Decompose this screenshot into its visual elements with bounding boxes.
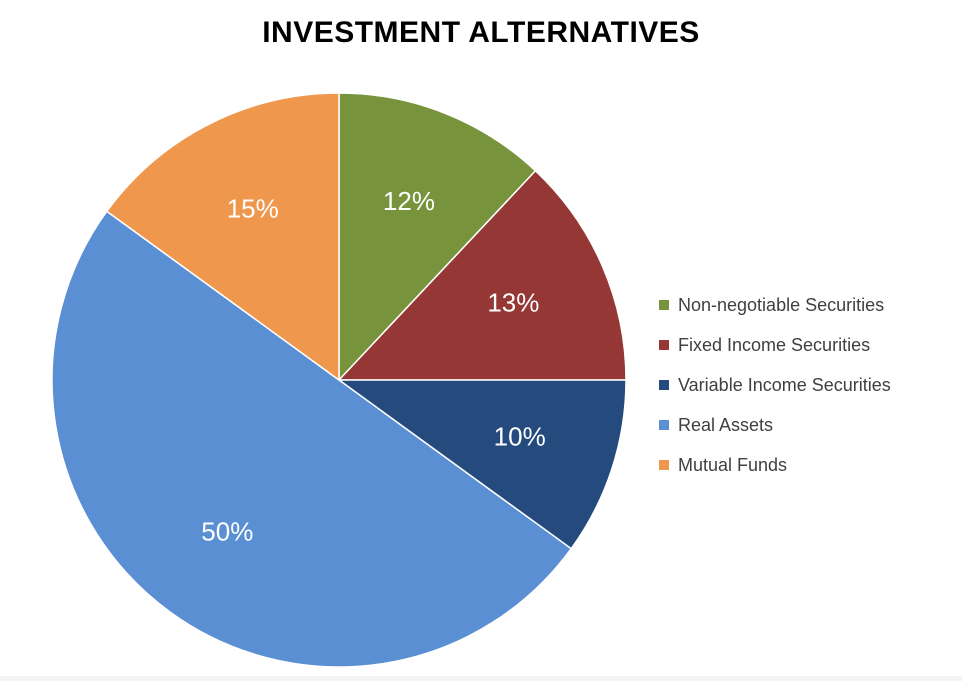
pie-data-labels: 12% 13% 10% 50% 15% [201,186,545,546]
legend-item: Mutual Funds [659,445,891,485]
legend-swatch [659,380,669,390]
legend-label: Variable Income Securities [678,374,891,395]
legend-item: Fixed Income Securities [659,325,891,365]
legend-swatch [659,340,669,350]
legend-label: Real Assets [678,414,774,435]
legend-label: Mutual Funds [678,454,788,475]
chart-title: INVESTMENT ALTERNATIVES [262,16,700,49]
legend-swatch [659,420,669,430]
pie-slice-5 [105,92,340,382]
pie-slices [51,92,627,668]
data-label-3: 10% [494,422,546,452]
data-label-5: 15% [227,194,279,224]
legend-item: Real Assets [659,405,891,445]
legend-item: Variable Income Securities [659,365,891,405]
data-label-4: 50% [201,517,253,547]
legend-label: Fixed Income Securities [678,334,871,355]
legend-swatch [659,300,669,310]
pie-slice-1 [338,92,537,382]
legend-label: Non-negotiable Securities [678,294,885,315]
data-label-2: 13% [487,287,539,317]
bottom-divider [0,676,962,681]
legend-swatch [659,460,669,470]
data-label-1: 12% [383,186,435,216]
pie-slice-2 [337,169,627,381]
legend-item: Non-negotiable Securities [659,285,891,325]
pie-slice-3 [336,379,627,550]
chart-legend: Non-negotiable Securities Fixed Income Se… [659,285,891,485]
pie-slice-4 [51,210,573,668]
